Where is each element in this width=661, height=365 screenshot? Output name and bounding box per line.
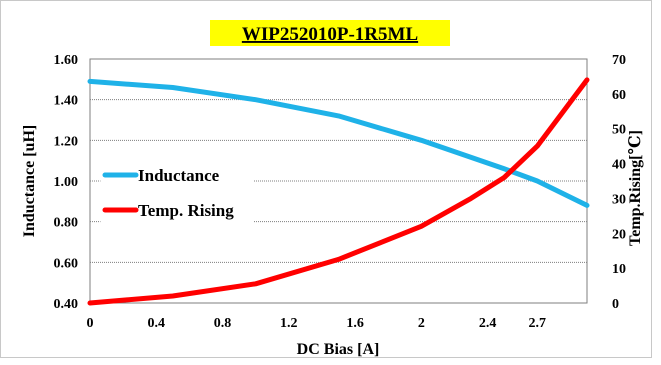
y-left-tick-label: 1.00 bbox=[54, 175, 79, 190]
x-tick-label: 0.8 bbox=[214, 316, 232, 331]
chart-title: WIP252010P-1R5ML bbox=[242, 24, 418, 45]
y-right-tick-label: 30 bbox=[612, 192, 626, 207]
x-tick-label: 0.4 bbox=[148, 316, 166, 331]
x-tick-label: 2 bbox=[418, 316, 425, 331]
y-right-tick-label: 10 bbox=[612, 262, 626, 277]
plot-area bbox=[89, 58, 588, 304]
tick-layer: 0 0.4 0.8 1.2 1.6 2 2.4 2.7 0.40 0.60 0.80 1.00 1.20… bbox=[54, 53, 627, 331]
y-right-tick-label: 60 bbox=[612, 88, 626, 103]
y-right-tick-label: 40 bbox=[612, 158, 626, 173]
y-right-tick-label: 20 bbox=[612, 227, 626, 242]
y-left-axis-title: Inductance [uH] bbox=[21, 125, 38, 237]
y-left-tick-label: 1.60 bbox=[54, 53, 79, 68]
x-tick-label: 1.2 bbox=[280, 316, 298, 331]
series-line-inductance bbox=[87, 78, 590, 208]
legend-label-temp-rising: Temp. Rising bbox=[138, 201, 234, 220]
legend-label-inductance: Inductance bbox=[138, 166, 220, 185]
x-tick-label: 1.6 bbox=[346, 316, 364, 331]
y-left-tick-label: 1.20 bbox=[54, 134, 79, 149]
y-right-tick-label: 0 bbox=[612, 297, 619, 312]
legend-box bbox=[100, 156, 254, 230]
x-tick-label: 2.4 bbox=[479, 316, 497, 331]
chart-title-highlight bbox=[210, 20, 450, 46]
y-right-tick-label: 50 bbox=[612, 123, 626, 138]
y-right-axis-title: Temp.Rising[℃] bbox=[627, 130, 644, 246]
x-tick-label: 2.7 bbox=[529, 316, 547, 331]
x-axis-title: DC Bias [A] bbox=[297, 341, 380, 358]
y-left-tick-label: 0.60 bbox=[54, 256, 79, 271]
y-left-tick-label: 0.40 bbox=[54, 297, 79, 312]
series-layer bbox=[87, 77, 590, 306]
legend: Inductance Temp. Rising bbox=[100, 156, 254, 230]
x-tick-label: 0 bbox=[87, 316, 94, 331]
y-left-tick-label: 1.40 bbox=[54, 94, 79, 109]
y-left-tick-label: 0.80 bbox=[54, 216, 79, 231]
y-right-tick-label: 70 bbox=[612, 53, 626, 68]
